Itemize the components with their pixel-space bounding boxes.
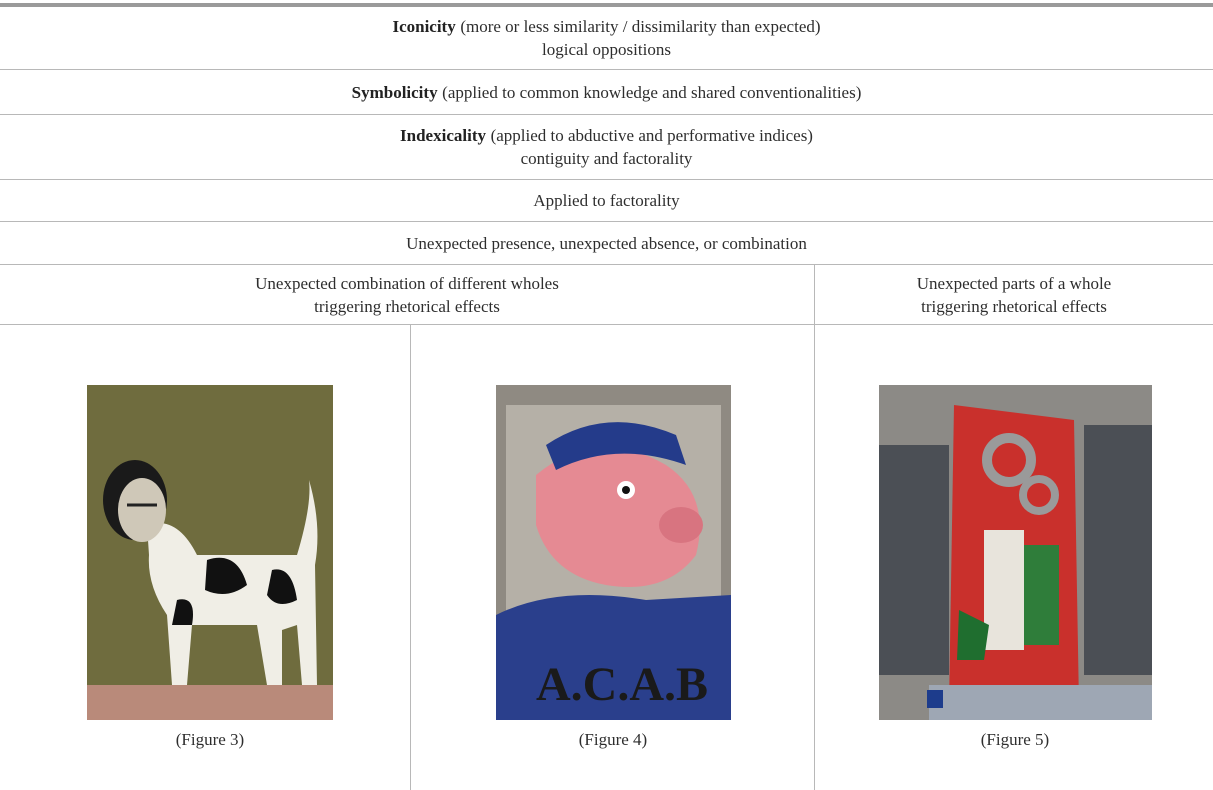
- figure-caption: (Figure 3): [175, 730, 245, 749]
- term: Iconicity: [392, 17, 456, 36]
- header-line: Unexpected parts of a whole: [916, 273, 1112, 293]
- row-line: Symbolicity (applied to common knowledge …: [352, 81, 862, 104]
- row-line: contiguity and factorality: [520, 149, 693, 168]
- term: Indexicality: [400, 126, 486, 145]
- column-header: Unexpected parts of a whole triggering r…: [815, 265, 1213, 324]
- figure-image: [879, 385, 1152, 720]
- row-line: logical oppositions: [542, 40, 671, 59]
- row-text: Unexpected presence, unexpected absence,…: [406, 233, 807, 253]
- table-row: Symbolicity (applied to common knowledge …: [0, 70, 1213, 115]
- note: (applied to abductive and performative i…: [490, 126, 813, 145]
- graffiti: A.C.A.B: [536, 658, 708, 711]
- table-row: Applied to factorality: [0, 180, 1213, 222]
- table-row: Iconicity (more or less similarity / diss…: [0, 7, 1213, 70]
- header-line: triggering rhetorical effects: [314, 296, 500, 316]
- table-row: Indexicality (applied to abductive and pe…: [0, 115, 1213, 180]
- column-header: Unexpected combination of different whol…: [0, 265, 814, 324]
- header-line: triggering rhetorical effects: [921, 296, 1107, 316]
- row-text: Applied to factorality: [533, 191, 680, 210]
- top-rule: [0, 3, 1213, 7]
- term: Symbolicity: [351, 82, 438, 102]
- note: (applied to common knowledge and shared …: [442, 82, 862, 102]
- figure-caption: (Figure 5): [980, 730, 1050, 749]
- note: (more or less similarity / dissimilarity…: [460, 17, 821, 36]
- figure-caption: (Figure 4): [578, 730, 648, 749]
- column-divider: [410, 325, 411, 790]
- row-line: Iconicity (more or less similarity / diss…: [392, 15, 820, 38]
- figure-image: A.C.A.B: [496, 385, 731, 720]
- figure-image: [87, 385, 333, 720]
- column-divider: [814, 265, 815, 790]
- table-row: [0, 265, 1213, 325]
- table-row: Unexpected presence, unexpected absence,…: [0, 222, 1213, 265]
- row-line: Indexicality (applied to abductive and pe…: [400, 124, 813, 147]
- header-line: Unexpected combination of different whol…: [255, 273, 559, 293]
